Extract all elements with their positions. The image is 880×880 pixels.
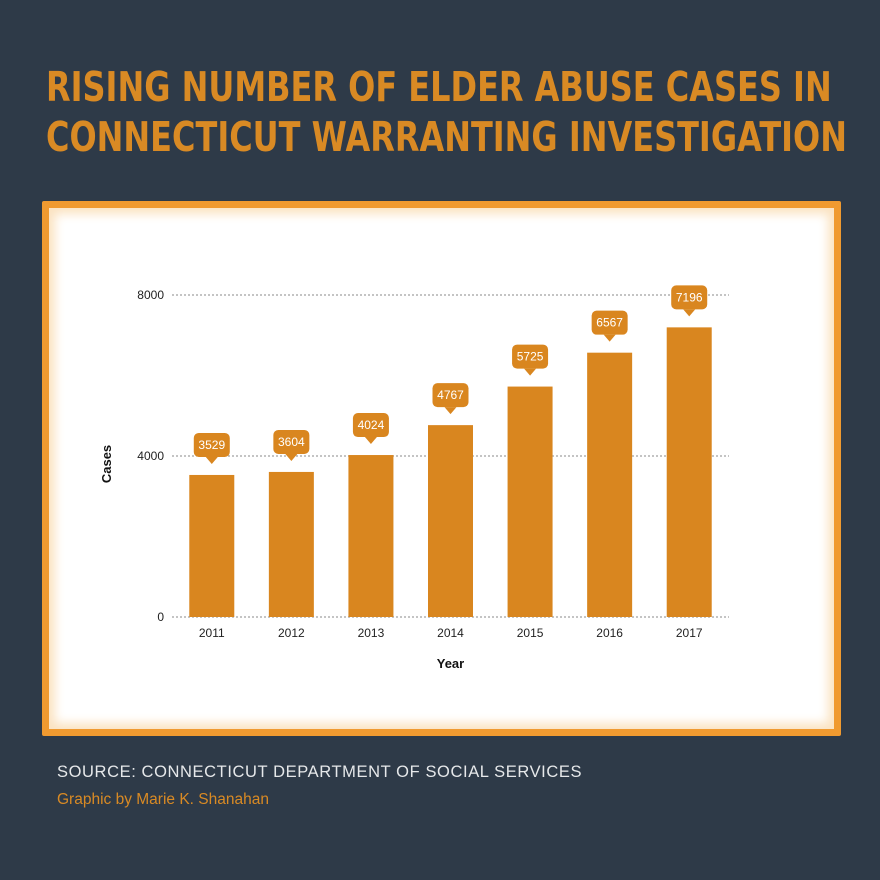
- chart-title: Rising number of elder abuse cases in Co…: [46, 62, 847, 162]
- bar: [348, 455, 394, 617]
- data-label-bubble: [512, 344, 549, 369]
- data-label: 4024: [352, 413, 389, 445]
- data-label: 5725: [512, 344, 549, 376]
- source-note: SOURCE: CONNECTICUT DEPARTMENT OF SOCIAL…: [57, 763, 583, 781]
- data-label-text: 4024: [358, 418, 385, 432]
- graphic-credit: Graphic by Marie K. Shanahan: [57, 791, 269, 808]
- data-label-text: 3604: [278, 435, 305, 449]
- bar: [507, 386, 553, 617]
- x-tick-label: 2015: [517, 626, 544, 640]
- y-tick-label: 0: [157, 610, 164, 624]
- x-tick-label: 2012: [278, 626, 305, 640]
- data-label-bubble: [273, 429, 310, 454]
- bar-chart: 0 4000 8000 3529 3604 4024 4767 5725 6567 7196 2…: [99, 285, 729, 671]
- y-axis-label: Cases: [99, 445, 114, 483]
- bars: [189, 327, 712, 617]
- bar: [268, 471, 314, 617]
- chart-frame: 0 4000 8000 3529 3604 4024 4767 5725 6567 7196 2…: [42, 201, 841, 736]
- data-label: 6567: [591, 310, 628, 342]
- grid-lines: [172, 294, 729, 618]
- data-labels: 3529 3604 4024 4767 5725 6567 7196: [193, 285, 708, 464]
- data-label-text: 7196: [676, 290, 703, 304]
- chart-title-line-1: Rising number of elder abuse cases in: [46, 63, 832, 111]
- x-tick-label: 2016: [596, 626, 623, 640]
- data-label: 3529: [193, 432, 230, 464]
- x-axis-label: Year: [437, 656, 464, 671]
- data-label-bubble: [671, 285, 708, 310]
- x-tick-label: 2011: [199, 626, 225, 640]
- data-label-text: 6567: [596, 316, 623, 330]
- data-label-pointer: [364, 437, 377, 445]
- data-label-pointer: [285, 453, 298, 461]
- data-label-bubble: [193, 432, 230, 457]
- chart-card: 0 4000 8000 3529 3604 4024 4767 5725 6567 7196 2…: [49, 208, 834, 729]
- y-axis-ticks: 0 4000 8000: [137, 288, 164, 624]
- bar: [666, 327, 712, 617]
- data-label-text: 4767: [437, 388, 464, 402]
- bar: [428, 425, 473, 617]
- x-tick-label: 2017: [676, 626, 703, 640]
- data-label-text: 5725: [517, 350, 544, 364]
- x-tick-label: 2014: [437, 626, 464, 640]
- x-axis-ticks: 2011 2012 2013 2014 2015 2016 2017: [199, 626, 703, 640]
- data-label-bubble: [352, 413, 389, 438]
- x-tick-label: 2013: [358, 626, 385, 640]
- bar: [189, 474, 235, 617]
- y-tick-label: 8000: [137, 288, 164, 302]
- data-label-text: 3529: [198, 438, 225, 452]
- data-label: 4767: [432, 383, 469, 415]
- data-label-bubble: [432, 383, 469, 408]
- data-label: 3604: [273, 429, 310, 461]
- data-label-pointer: [444, 407, 457, 415]
- y-tick-label: 4000: [137, 449, 164, 463]
- data-label-pointer: [205, 456, 218, 464]
- chart-title-line-2: Connecticut warranting investigation: [46, 113, 847, 161]
- data-label-pointer: [603, 334, 616, 342]
- data-label-pointer: [683, 309, 696, 317]
- data-label: 7196: [671, 285, 708, 317]
- data-label-pointer: [524, 368, 537, 376]
- bar: [587, 352, 633, 617]
- data-label-bubble: [591, 310, 628, 335]
